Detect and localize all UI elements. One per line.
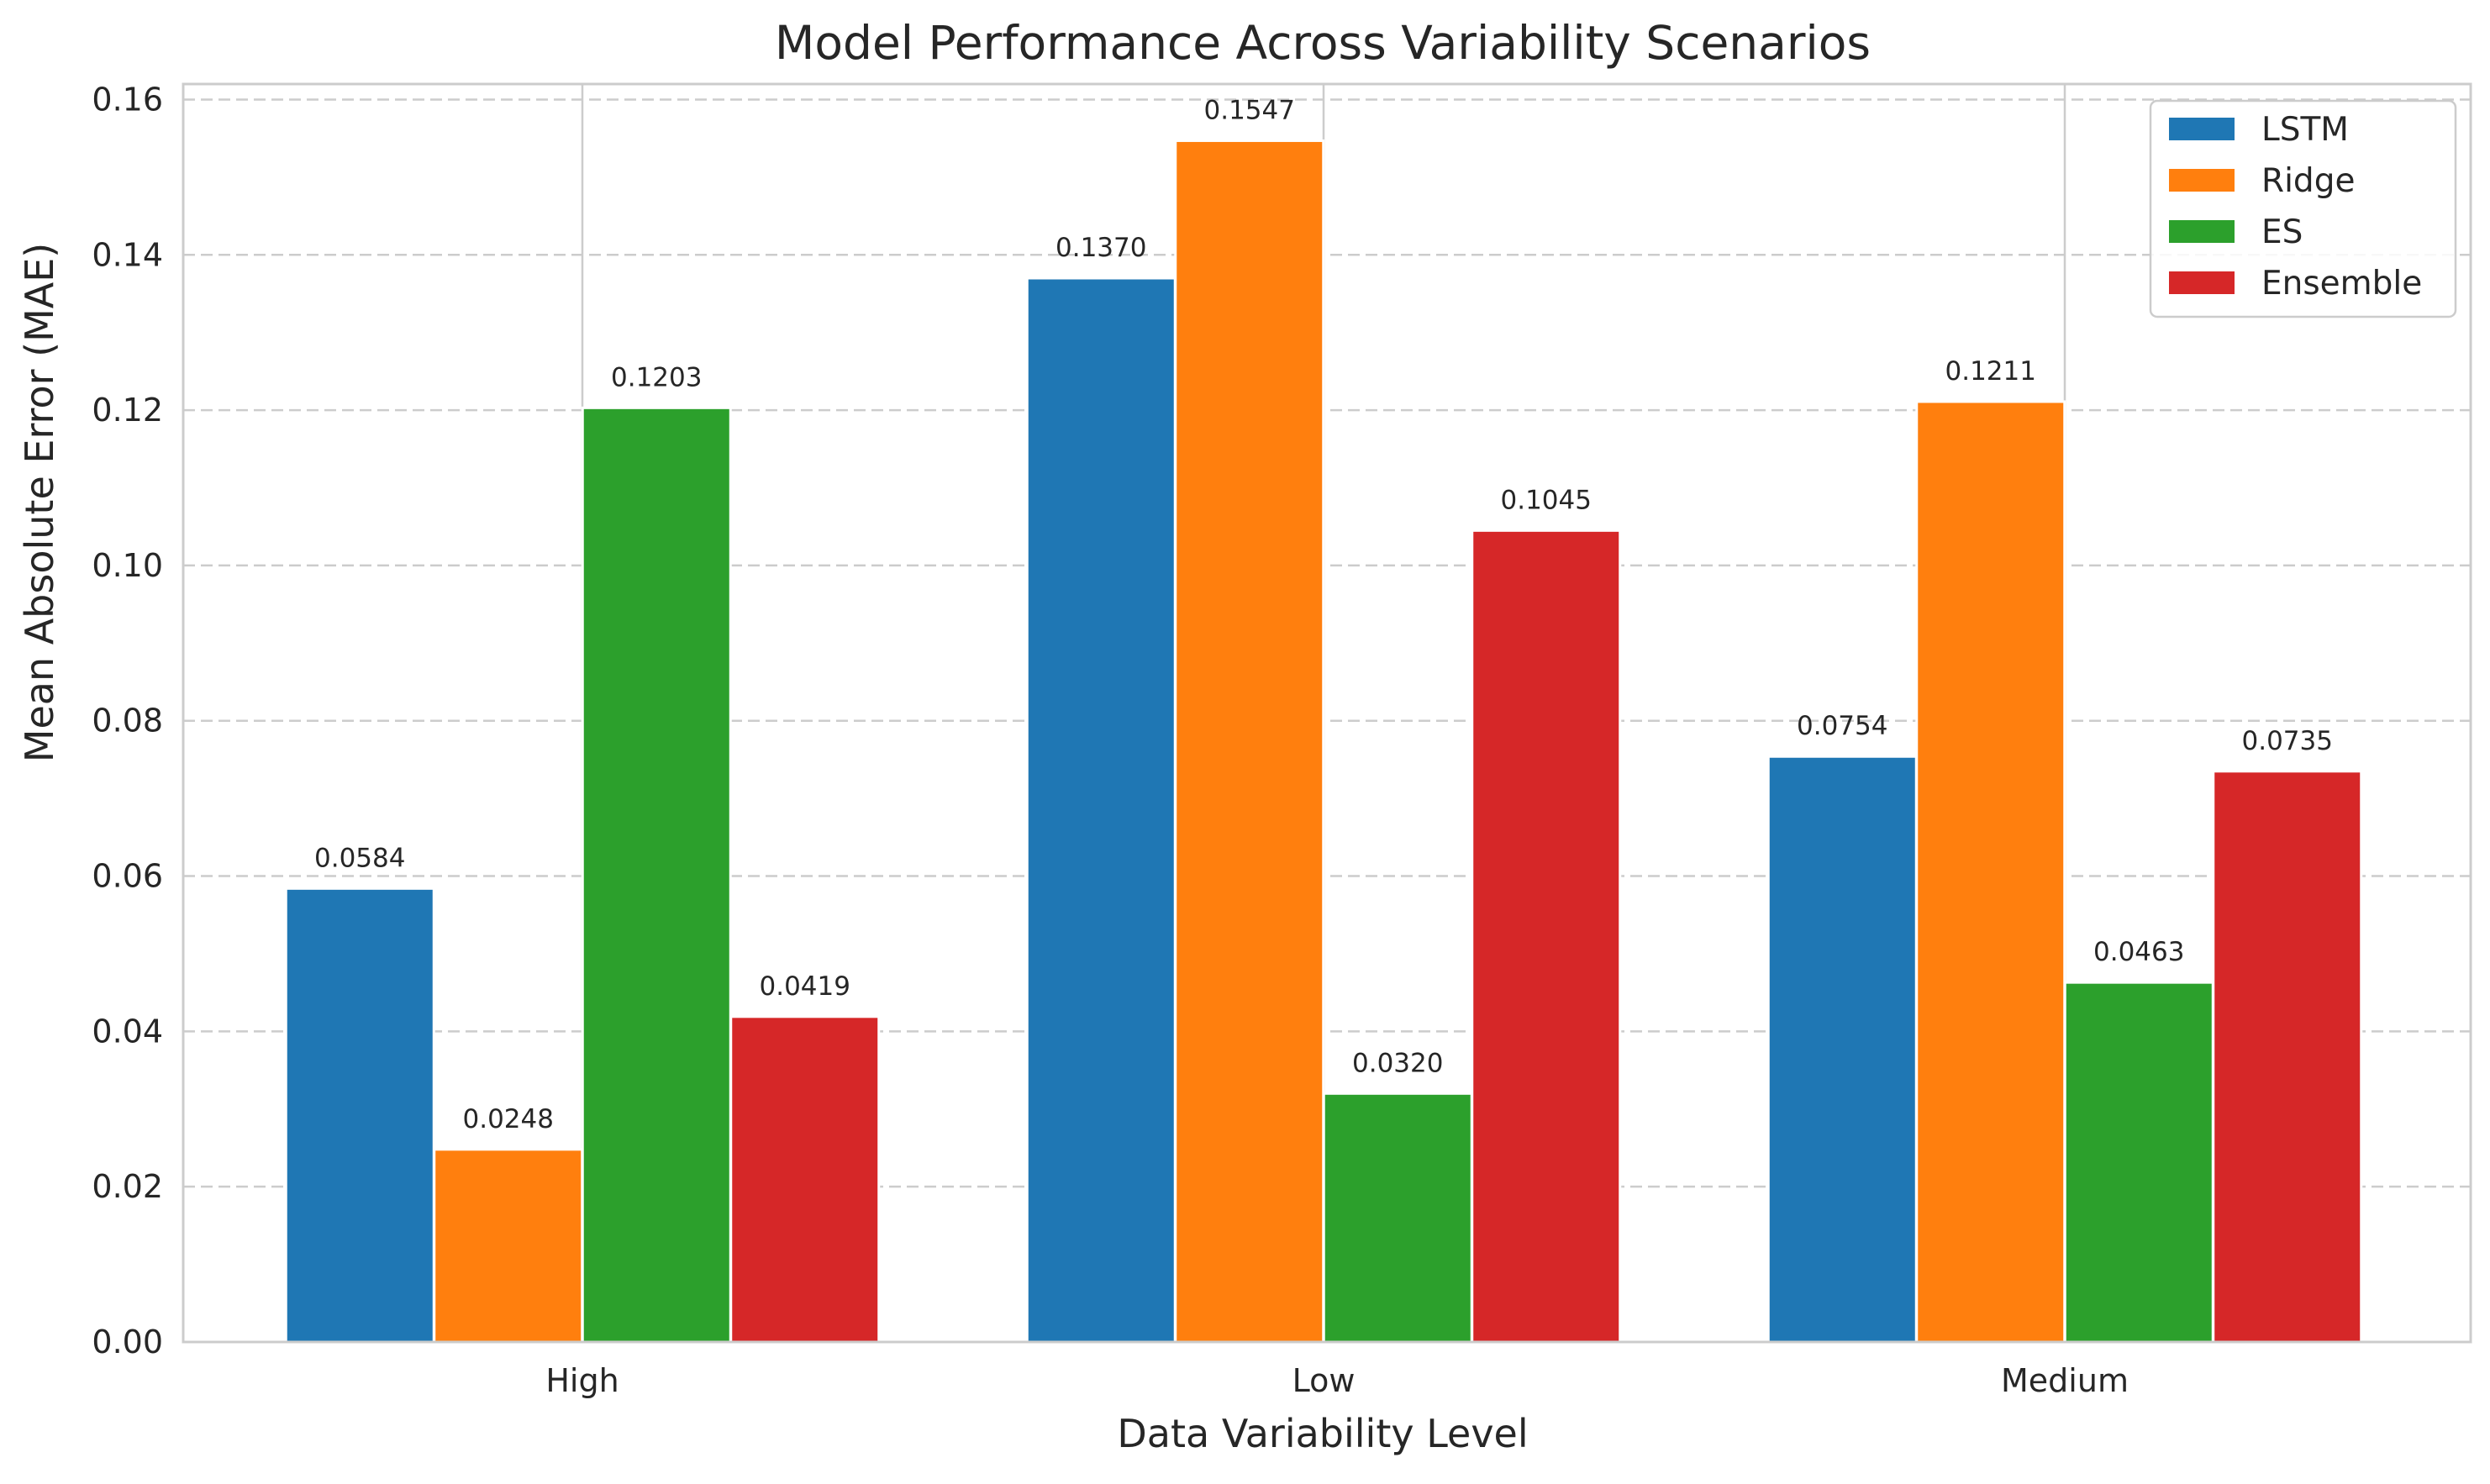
x-axis-label: Data Variability Level (1117, 1411, 1528, 1456)
data-label: 0.0735 (2242, 726, 2333, 756)
bar-ridge-medium (1915, 400, 2066, 1344)
data-labels: 0.0584 0.1370 0.0754 0.0248 0.1547 0.1211 0.12… (314, 95, 2333, 1134)
data-label: 0.0320 (1352, 1048, 1443, 1078)
bars (284, 139, 2363, 1344)
legend-swatch (2169, 118, 2235, 140)
y-tick-label: 0.00 (92, 1323, 163, 1360)
axes: 0.00 0.02 0.04 0.06 0.08 0.10 0.12 0.14 0.16 High… (92, 81, 2472, 1399)
bar-lstm-low (1025, 276, 1177, 1344)
data-label: 0.0248 (463, 1104, 554, 1134)
y-axis-label: Mean Absolute Error (MAE) (17, 243, 62, 762)
chart-title: Model Performance Across Variability Sce… (775, 16, 1871, 70)
legend-box (2149, 99, 2457, 318)
data-label: 0.1370 (1055, 233, 1146, 263)
y-tick-label: 0.04 (92, 1013, 163, 1050)
legend: LSTM Ridge ES Ensemble (2149, 99, 2457, 318)
x-tick-label: High (545, 1362, 619, 1399)
y-tick-label: 0.16 (92, 81, 163, 118)
bar-ridge-low (1174, 139, 1325, 1344)
y-tick-label: 0.14 (92, 236, 163, 273)
y-tick-label: 0.02 (92, 1168, 163, 1205)
bar-ensemble-low (1471, 529, 1622, 1344)
plot-frame (182, 82, 2472, 1344)
legend-item: ES (2169, 213, 2303, 251)
data-label: 0.0584 (314, 843, 405, 873)
data-label: 0.1211 (1945, 356, 2036, 387)
legend-label: LSTM (2261, 111, 2349, 149)
legend-item: LSTM (2169, 111, 2349, 149)
bar-es-medium (2063, 981, 2214, 1344)
legend-label: Ridge (2261, 162, 2355, 200)
bar-ridge-high (433, 1148, 584, 1344)
x-tick-label: Medium (2001, 1362, 2129, 1399)
bar-ensemble-high (729, 1015, 881, 1344)
y-tick-label: 0.08 (92, 703, 163, 739)
bar-es-low (1322, 1092, 1473, 1344)
data-label: 0.1045 (1501, 485, 1592, 515)
bar-ensemble-medium (2212, 770, 2363, 1344)
legend-swatch (2169, 220, 2235, 243)
legend-label: ES (2261, 213, 2303, 251)
data-label: 0.1547 (1204, 95, 1295, 125)
y-tick-label: 0.10 (92, 547, 163, 584)
legend-swatch (2169, 271, 2235, 294)
bar-lstm-medium (1766, 755, 1918, 1344)
data-label: 0.0754 (1797, 711, 1887, 741)
legend-item: Ridge (2169, 162, 2355, 200)
y-tick-label: 0.06 (92, 858, 163, 895)
data-label: 0.1203 (611, 362, 702, 392)
legend-swatch (2169, 169, 2235, 192)
x-tick-label: Low (1292, 1362, 1356, 1399)
data-label: 0.0463 (2093, 937, 2184, 967)
legend-label: Ensemble (2261, 265, 2422, 303)
bar-lstm-high (284, 887, 435, 1344)
y-tick-label: 0.12 (92, 392, 163, 429)
data-label: 0.0419 (760, 971, 850, 1002)
legend-item: Ensemble (2169, 265, 2422, 303)
bar-es-high (581, 406, 732, 1344)
